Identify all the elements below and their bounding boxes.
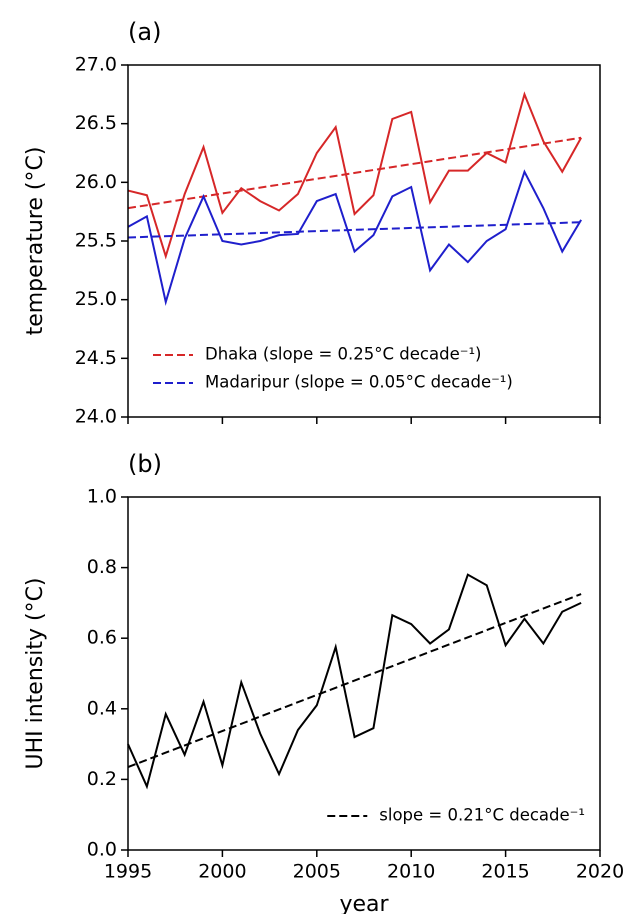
y-tick-label: 25.5 [75, 230, 117, 252]
y-tick-label: 26.0 [75, 171, 117, 193]
y-tick-label: 0.4 [87, 697, 117, 719]
plot-frame [127, 496, 601, 851]
y-tick-label: 24.0 [75, 406, 117, 428]
y-tick-label: 25.0 [75, 288, 117, 310]
panel-label: (a) [128, 18, 161, 46]
y-axis-label: temperature (°C) [23, 147, 48, 336]
y-axis-label: UHI intensity (°C) [23, 577, 48, 769]
y-tick-label: 24.5 [75, 347, 117, 369]
y-tick-label: 26.5 [75, 112, 117, 134]
data-line [127, 573, 582, 790]
x-tick-label: 2020 [576, 861, 624, 883]
data-line [127, 91, 582, 260]
y-tick-label: 1.0 [87, 486, 117, 508]
x-axis-label: year [339, 892, 389, 914]
y-tick-label: 0.8 [87, 556, 117, 578]
plot-frame [127, 64, 601, 418]
legend-label: slope = 0.21°C decade⁻¹ [379, 806, 585, 825]
legend-label: Dhaka (slope = 0.25°C decade⁻¹) [205, 345, 482, 364]
x-tick-label: 1995 [104, 861, 152, 883]
legend-label: Madaripur (slope = 0.05°C decade⁻¹) [205, 373, 513, 392]
x-tick-label: 2005 [293, 861, 341, 883]
x-tick-label: 2010 [387, 861, 435, 883]
y-tick-label: 0.0 [87, 839, 117, 861]
x-tick-label: 2000 [198, 861, 246, 883]
trend-line [127, 593, 582, 768]
y-tick-label: 0.2 [87, 768, 117, 790]
y-tick-label: 27.0 [75, 54, 117, 76]
data-line [127, 169, 582, 307]
trend-line [127, 221, 582, 239]
y-tick-label: 0.6 [87, 627, 117, 649]
x-tick-label: 2015 [481, 861, 529, 883]
trend-line [127, 136, 582, 210]
panel-label: (b) [128, 450, 162, 478]
